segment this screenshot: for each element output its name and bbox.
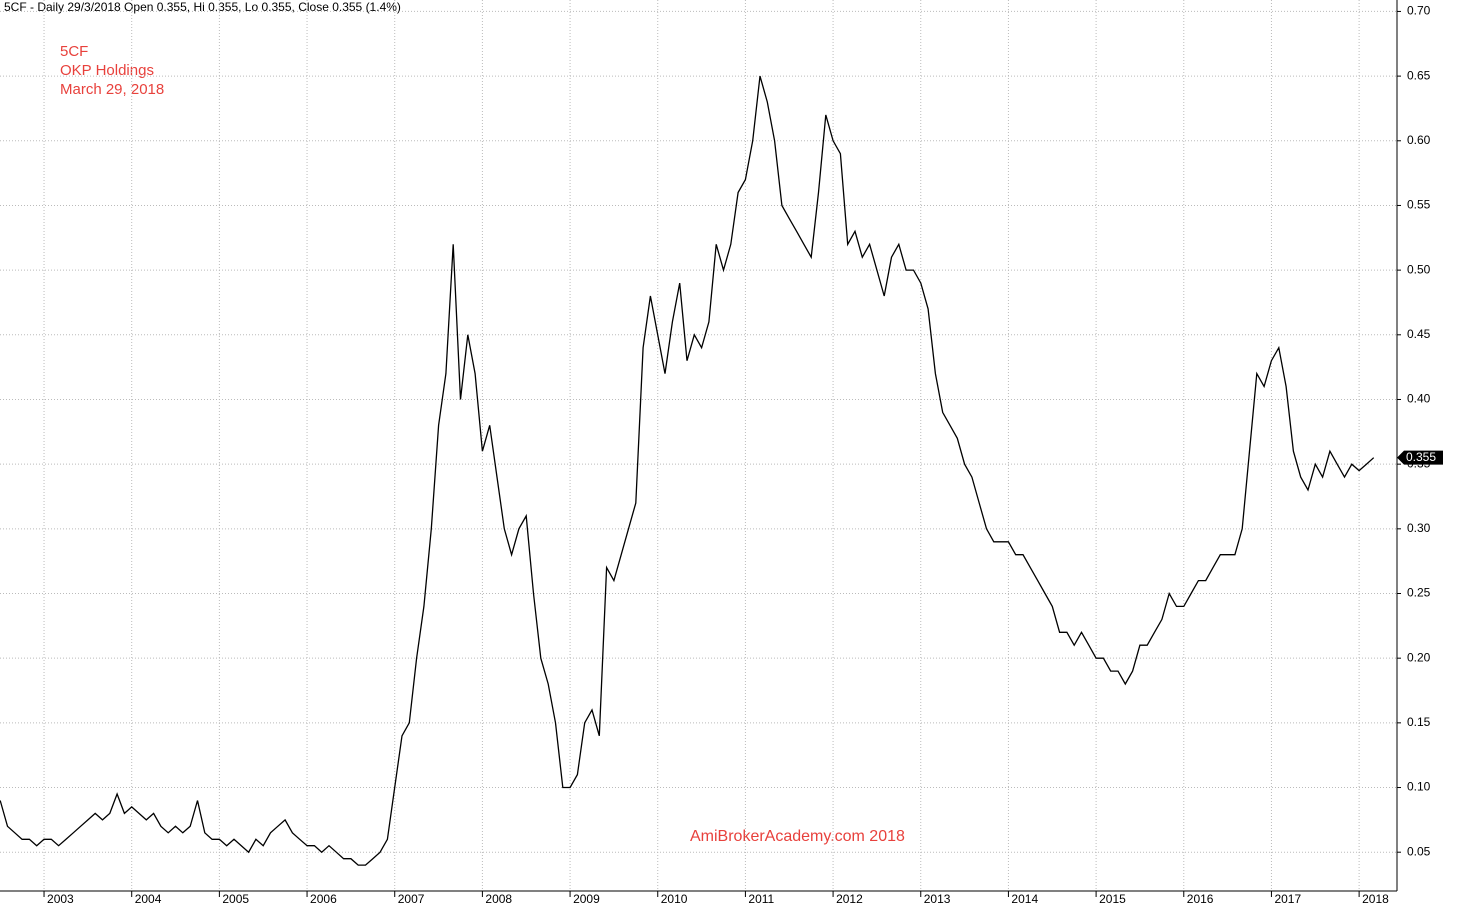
annotation: OKP Holdings: [60, 62, 154, 79]
annotation: 5CF: [60, 43, 88, 60]
last-value-box: [1397, 450, 1443, 465]
chart-title: 5CF - Daily 29/3/2018 Open 0.355, Hi 0.3…: [4, 0, 401, 14]
x-tick-label: 2006: [310, 892, 337, 906]
y-tick-label: 0.50: [1407, 262, 1431, 276]
x-tick-label: 2005: [222, 892, 249, 906]
y-tick-label: 0.20: [1407, 650, 1431, 664]
y-tick-label: 0.40: [1407, 392, 1431, 406]
y-tick-label: 0.10: [1407, 780, 1431, 794]
x-tick-label: 2008: [485, 892, 512, 906]
x-tick-label: 2007: [398, 892, 425, 906]
y-tick-label: 0.30: [1407, 521, 1431, 535]
x-tick-label: 2014: [1011, 892, 1038, 906]
y-tick-label: 0.65: [1407, 68, 1431, 82]
y-tick-label: 0.70: [1407, 4, 1431, 18]
x-tick-label: 2018: [1362, 892, 1389, 906]
y-tick-label: 0.15: [1407, 715, 1431, 729]
x-tick-label: 2015: [1099, 892, 1126, 906]
x-tick-label: 2009: [573, 892, 600, 906]
x-tick-label: 2016: [1187, 892, 1214, 906]
watermark: AmiBrokerAcademy.com 2018: [690, 828, 905, 845]
x-tick-label: 2012: [836, 892, 863, 906]
x-tick-label: 2010: [661, 892, 688, 906]
x-tick-label: 2004: [135, 892, 162, 906]
price-line: [0, 75, 1375, 866]
last-value-label: 0.355: [1406, 450, 1436, 464]
y-tick-label: 0.45: [1407, 327, 1431, 341]
y-tick-label: 0.60: [1407, 133, 1431, 147]
x-tick-label: 2013: [924, 892, 951, 906]
annotation: March 29, 2018: [60, 81, 164, 98]
x-tick-label: 2011: [748, 892, 774, 906]
y-tick-label: 0.25: [1407, 586, 1431, 600]
y-tick-label: 0.05: [1407, 844, 1431, 858]
x-tick-label: 2003: [47, 892, 74, 906]
y-tick-label: 0.55: [1407, 198, 1431, 212]
x-tick-label: 2017: [1274, 892, 1301, 906]
